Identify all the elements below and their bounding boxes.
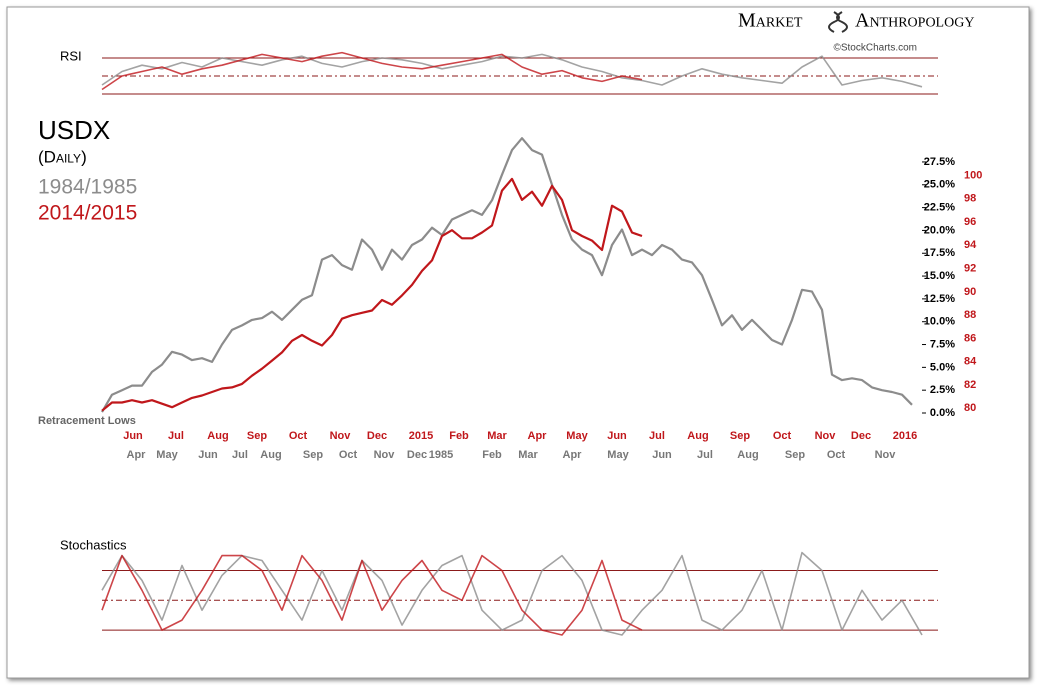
y-tick-label: 2.5% [930, 384, 955, 396]
x-tick-label: May [566, 430, 588, 442]
y2-tick-label: 92 [964, 262, 976, 274]
x-tick-label: 2015 [409, 430, 433, 442]
y-tick-label: 12.5% [924, 293, 955, 305]
y2-tick-label: 86 [964, 332, 976, 344]
x-tick-label: Jul [697, 449, 713, 461]
series-line [101, 177, 643, 412]
x-tick-label: Oct [827, 449, 846, 461]
brand-icon [828, 11, 848, 33]
source: ©StockCharts.com [833, 43, 917, 54]
x-tick-label: Mar [518, 449, 538, 461]
x-tick-label: Aug [687, 430, 708, 442]
x-tick-label: Aug [207, 430, 228, 442]
legend-entry: 1984/1985 [38, 176, 137, 199]
x-tick-label: Nov [330, 430, 352, 442]
x-tick-label: 1985 [429, 449, 453, 461]
series-line [101, 554, 643, 636]
x-tick-label: Mar [487, 430, 507, 442]
x-tick-label: Dec [407, 449, 427, 461]
x-tick-label: Jul [649, 430, 665, 442]
annotation: Retracement Lows [38, 415, 136, 427]
y2-tick-label: 80 [964, 402, 976, 414]
x-tick-label: May [156, 449, 178, 461]
series-line [101, 51, 643, 91]
y2-tick-label: 98 [964, 193, 976, 205]
x-tick-label: Nov [815, 430, 837, 442]
main-title: USDX [38, 115, 110, 145]
y2-tick-label: 84 [964, 356, 977, 368]
x-tick-label: Aug [737, 449, 758, 461]
y2-tick-label: 88 [964, 309, 976, 321]
y-tick-label: 5.0% [930, 361, 955, 373]
x-tick-label: Jul [168, 430, 184, 442]
y2-tick-label: 96 [964, 216, 976, 228]
x-tick-label: Apr [127, 449, 147, 461]
series-line [101, 551, 923, 636]
x-tick-label: Aug [260, 449, 281, 461]
x-tick-label: Dec [367, 430, 387, 442]
x-tick-label: Nov [875, 449, 897, 461]
brand-first: Market [738, 10, 803, 32]
x-tick-label: 2016 [893, 430, 917, 442]
x-tick-label: Jul [232, 449, 248, 461]
x-tick-label: Dec [851, 430, 871, 442]
y-tick-label: 22.5% [924, 202, 955, 214]
x-tick-label: Feb [482, 449, 502, 461]
x-tick-label: Sep [303, 449, 323, 461]
legend-entry: 2014/2015 [38, 202, 137, 225]
x-tick-label: Sep [247, 430, 267, 442]
brand-second: Anthropology [855, 10, 974, 32]
y-tick-label: 27.5% [924, 156, 955, 168]
y-tick-label: 20.0% [924, 224, 955, 236]
y-tick-label: 10.0% [924, 316, 955, 328]
x-tick-label: Jun [198, 449, 218, 461]
stoch-title: Stochastics [60, 537, 127, 552]
y-tick-label: 7.5% [930, 338, 955, 350]
y-tick-label: 0.0% [930, 407, 955, 419]
x-tick-label: Feb [449, 430, 469, 442]
y-tick-label: 25.0% [924, 179, 955, 191]
series-line [101, 137, 913, 413]
y2-tick-label: 90 [964, 286, 976, 298]
x-tick-label: Sep [785, 449, 805, 461]
x-tick-label: Nov [374, 449, 396, 461]
main-subtitle: (Daily) [38, 147, 87, 166]
y2-tick-label: 100 [964, 169, 982, 181]
x-tick-label: Oct [773, 430, 792, 442]
rsi-title: RSI [60, 48, 82, 63]
x-tick-label: Jun [652, 449, 672, 461]
y-tick-label: 17.5% [924, 247, 955, 259]
x-tick-label: Oct [339, 449, 358, 461]
x-tick-label: Jun [123, 430, 143, 442]
x-tick-label: Oct [289, 430, 308, 442]
x-tick-label: May [607, 449, 629, 461]
frame [6, 6, 1030, 679]
y-tick-label: 15.0% [924, 270, 955, 282]
x-tick-label: Apr [563, 449, 583, 461]
x-tick-label: Jun [607, 430, 627, 442]
y2-tick-label: 94 [964, 239, 977, 251]
y2-tick-label: 82 [964, 379, 976, 391]
x-tick-label: Apr [528, 430, 548, 442]
x-tick-label: Sep [730, 430, 750, 442]
